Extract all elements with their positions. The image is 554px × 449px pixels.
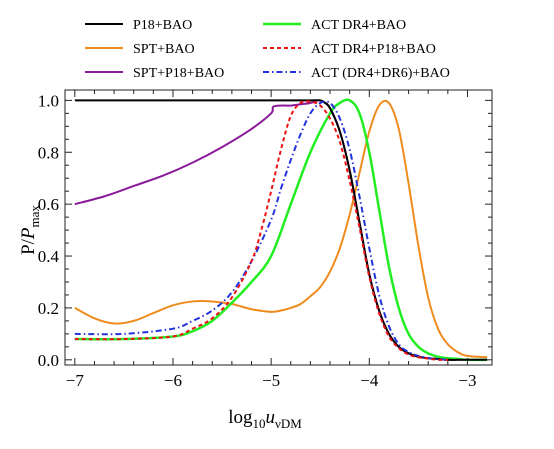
- series-line-act-dr4-p18-bao: [74, 100, 448, 361]
- x-tick-label: −5: [262, 371, 280, 390]
- series-line-act-dr4-dr6-bao: [74, 100, 448, 361]
- y-tick-label: 0.0: [38, 351, 59, 370]
- plot-area: [74, 98, 488, 362]
- legend-item-act-dr4-bao: ACT DR4+BAO: [263, 18, 406, 33]
- series-line-spt-bao: [74, 99, 488, 359]
- x-tick-label: −6: [164, 371, 182, 390]
- legend-item-spt-p18-bao: SPT+P18+BAO: [85, 66, 224, 81]
- plot-frame: [64, 89, 493, 366]
- svg-text:P/Pmax: P/Pmax: [18, 205, 42, 255]
- x-axis-label: log10uνDM: [228, 407, 302, 431]
- y-axis-label: P/Pmax: [18, 205, 42, 255]
- series-line-act-dr4-bao: [74, 98, 488, 362]
- y-tick-label: 1.0: [38, 91, 59, 110]
- legend-label: ACT (DR4+DR6)+BAO: [311, 66, 450, 81]
- x-tick-label: −4: [360, 371, 379, 390]
- legend-item-spt-bao: SPT+BAO: [85, 42, 195, 57]
- legend: P18+BAO SPT+BAO SPT+P18+BAO ACT DR4+BAO ACT …: [85, 18, 450, 81]
- legend-label: ACT DR4+BAO: [311, 18, 406, 33]
- x-tick-label: −7: [66, 371, 85, 390]
- axes: −7 −6 −5 −4 −3 0.0 0.2 0.4 0.6 0.8 1.0: [38, 89, 493, 390]
- y-tick-label: 0.8: [38, 143, 59, 162]
- svg-text:log10uνDM: log10uνDM: [228, 407, 302, 431]
- legend-item-act-dr4-p18-bao: ACT DR4+P18+BAO: [263, 42, 436, 57]
- legend-label: ACT DR4+P18+BAO: [311, 42, 436, 57]
- y-tick-label: 0.2: [38, 299, 59, 318]
- legend-label: SPT+BAO: [133, 42, 195, 57]
- legend-label: P18+BAO: [133, 18, 192, 33]
- legend-item-p18-bao: P18+BAO: [85, 18, 192, 33]
- y-tick-label: 0.6: [38, 195, 59, 214]
- x-tick-label: −3: [458, 371, 476, 390]
- legend-item-act-dr4-dr6-bao: ACT (DR4+DR6)+BAO: [263, 66, 450, 81]
- legend-label: SPT+P18+BAO: [133, 66, 224, 81]
- y-tick-label: 0.4: [38, 247, 60, 266]
